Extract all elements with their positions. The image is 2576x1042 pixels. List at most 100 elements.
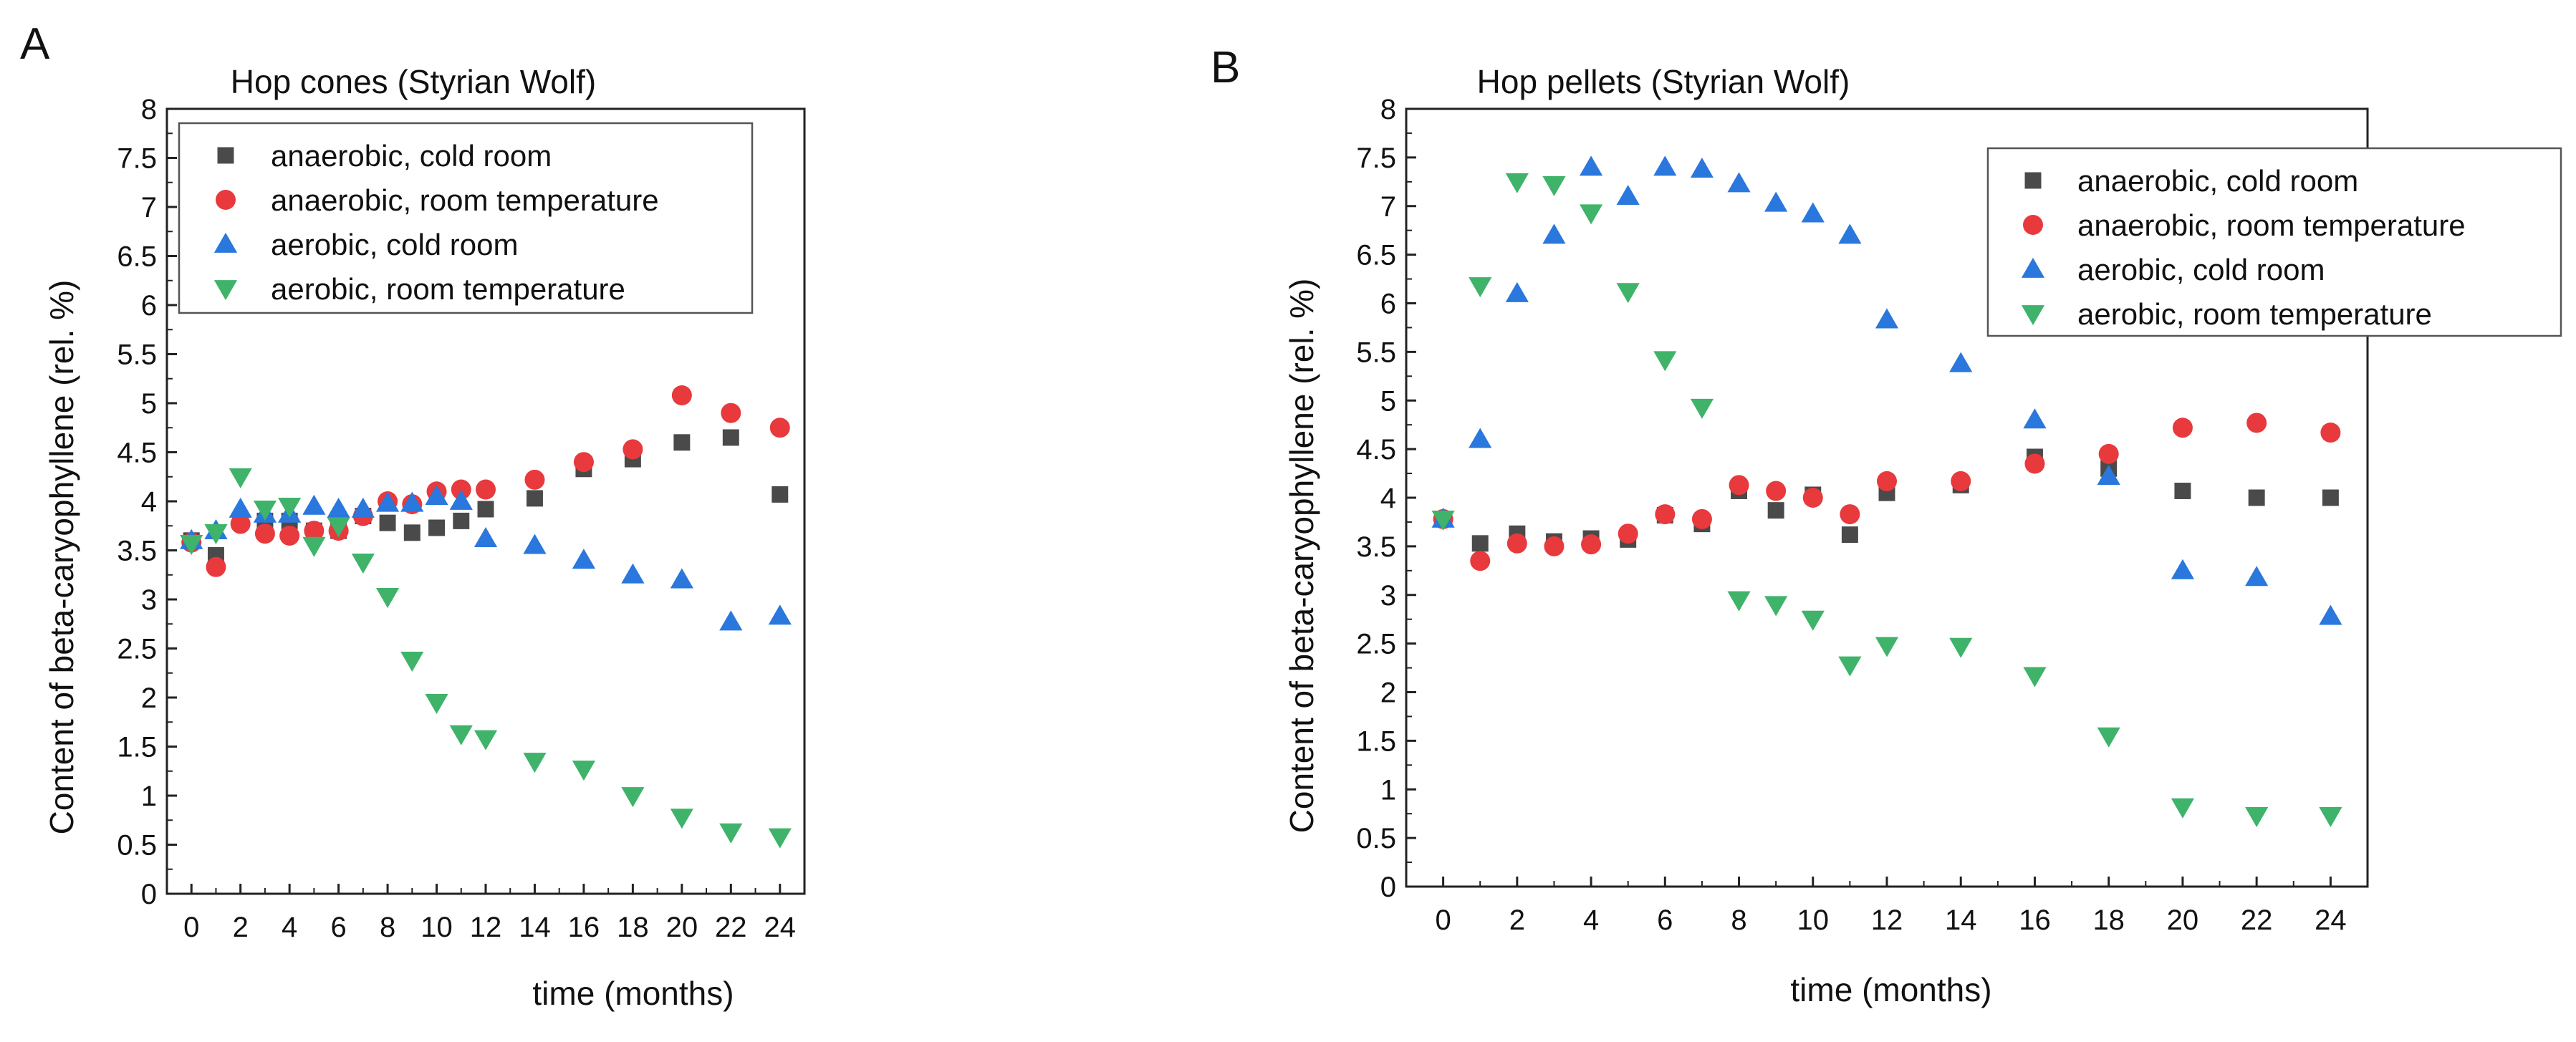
data-point-bc bbox=[1505, 281, 1529, 302]
data-point-br bbox=[1579, 204, 1603, 225]
data-point-ar bbox=[573, 452, 594, 473]
x-tick-label: 2 bbox=[1509, 904, 1525, 936]
data-point-bc bbox=[1727, 172, 1751, 193]
x-tick-label: 22 bbox=[2241, 904, 2273, 936]
data-point-br bbox=[474, 730, 498, 751]
x-tick-label: 0 bbox=[183, 912, 199, 943]
data-point-ar bbox=[769, 418, 790, 438]
data-point-ar bbox=[279, 525, 300, 546]
data-point-bc bbox=[1838, 223, 1862, 244]
y-tick-label: 1.5 bbox=[117, 732, 157, 763]
y-tick-label: 7.5 bbox=[117, 143, 157, 175]
legend: anaerobic, cold room anaerobic, room temp… bbox=[178, 122, 754, 314]
data-point-ac bbox=[526, 490, 543, 507]
data-point-br bbox=[523, 753, 547, 773]
data-point-ar bbox=[2172, 418, 2193, 438]
data-point-ar bbox=[304, 521, 325, 541]
data-point-ar bbox=[1506, 533, 1527, 554]
data-point-bc bbox=[768, 604, 792, 625]
data-point-bc bbox=[1949, 352, 1973, 372]
y-tick-label: 4.5 bbox=[117, 438, 157, 469]
data-point-ac bbox=[1767, 502, 1784, 519]
data-point-br bbox=[1838, 656, 1862, 677]
data-point-ar bbox=[451, 479, 471, 500]
data-point-ar bbox=[230, 513, 251, 534]
data-point-ac bbox=[477, 501, 494, 518]
x-tick-label: 24 bbox=[764, 912, 797, 943]
legend-marker-ar bbox=[216, 190, 236, 210]
legend-label: aerobic, cold room bbox=[271, 228, 519, 261]
data-point-bc bbox=[1764, 191, 1788, 212]
panel-a: A Hop cones (Styrian Wolf) time (months)… bbox=[20, 19, 806, 1012]
legend-box bbox=[178, 122, 754, 314]
data-point-bc bbox=[1469, 428, 1492, 448]
data-point-br bbox=[375, 587, 400, 608]
chart-title: Hop pellets (Styrian Wolf) bbox=[1477, 63, 1850, 100]
data-point-bc bbox=[1690, 158, 1714, 178]
y-tick-label: 7.5 bbox=[1356, 143, 1396, 174]
data-point-br bbox=[719, 823, 743, 844]
data-point-ac bbox=[379, 514, 396, 531]
y-tick-label: 7 bbox=[1380, 191, 1396, 223]
data-point-br bbox=[2097, 727, 2120, 748]
data-point-bc bbox=[572, 549, 596, 569]
data-point-br bbox=[2319, 807, 2342, 828]
y-tick-label: 1 bbox=[1380, 774, 1396, 806]
y-tick-label: 3.5 bbox=[1356, 531, 1396, 563]
data-point-br bbox=[1616, 283, 1640, 304]
legend-label: aerobic, room temperature bbox=[271, 272, 625, 306]
data-marks bbox=[180, 385, 792, 849]
x-tick-label: 4 bbox=[1583, 904, 1599, 936]
tick-layer: 00.511.522.533.544.555.566.577.580 2 4 6 8 10… bbox=[117, 94, 796, 943]
data-point-ar bbox=[1544, 536, 1565, 556]
y-tick-label: 5 bbox=[141, 388, 157, 420]
y-tick-label: 4 bbox=[1380, 483, 1396, 514]
data-point-ac bbox=[1471, 535, 1489, 552]
data-point-br bbox=[1801, 610, 1825, 631]
y-tick-label: 5.5 bbox=[1356, 337, 1396, 368]
data-point-bc bbox=[1875, 308, 1899, 329]
legend-label: anaerobic, room temperature bbox=[271, 183, 659, 217]
data-point-ar bbox=[524, 469, 545, 490]
x-tick-label: 10 bbox=[420, 912, 453, 943]
data-point-bc bbox=[2245, 566, 2269, 587]
y-tick-label: 0.5 bbox=[1356, 823, 1396, 854]
data-point-bc bbox=[327, 497, 350, 518]
x-axis-label: time (months) bbox=[1790, 971, 1991, 1008]
x-tick-label: 20 bbox=[666, 912, 698, 943]
data-point-bc bbox=[1616, 185, 1640, 206]
data-point-ar bbox=[1581, 534, 1602, 555]
data-point-br bbox=[400, 652, 424, 672]
data-point-ar bbox=[2098, 443, 2119, 464]
data-point-bc bbox=[449, 489, 473, 510]
data-point-ac bbox=[2322, 489, 2339, 506]
data-point-br bbox=[449, 725, 473, 746]
data-marks bbox=[1431, 155, 2342, 828]
data-point-ar bbox=[623, 439, 643, 460]
data-point-ar bbox=[2024, 453, 2045, 474]
x-tick-label: 4 bbox=[282, 912, 297, 943]
x-tick-label: 24 bbox=[2315, 904, 2347, 936]
plot-frame bbox=[1405, 107, 2369, 888]
data-point-ar bbox=[721, 402, 741, 423]
data-point-br bbox=[1875, 637, 1899, 657]
panel-letter: A bbox=[20, 19, 50, 69]
plot-frame bbox=[165, 107, 806, 895]
data-point-ar bbox=[476, 479, 496, 500]
data-point-ac bbox=[2174, 483, 2191, 499]
panel-letter: B bbox=[1211, 43, 1240, 92]
legend-marker-bc bbox=[2021, 257, 2045, 278]
data-point-ar bbox=[1877, 471, 1897, 491]
x-tick-label: 14 bbox=[1945, 904, 1977, 936]
data-point-ac bbox=[2248, 489, 2265, 506]
data-point-br bbox=[1469, 277, 1492, 298]
data-point-br bbox=[253, 501, 277, 521]
data-point-ac bbox=[1841, 526, 1858, 544]
x-tick-label: 16 bbox=[568, 912, 600, 943]
x-tick-label: 6 bbox=[1657, 904, 1673, 936]
y-tick-label: 3 bbox=[1380, 580, 1396, 612]
data-point-ar bbox=[1951, 471, 1971, 491]
data-point-ar bbox=[2246, 413, 2267, 433]
y-tick-label: 1.5 bbox=[1356, 725, 1396, 757]
y-axis-label: Content of beta-caryophyllene (rel. %) bbox=[1283, 279, 1320, 834]
